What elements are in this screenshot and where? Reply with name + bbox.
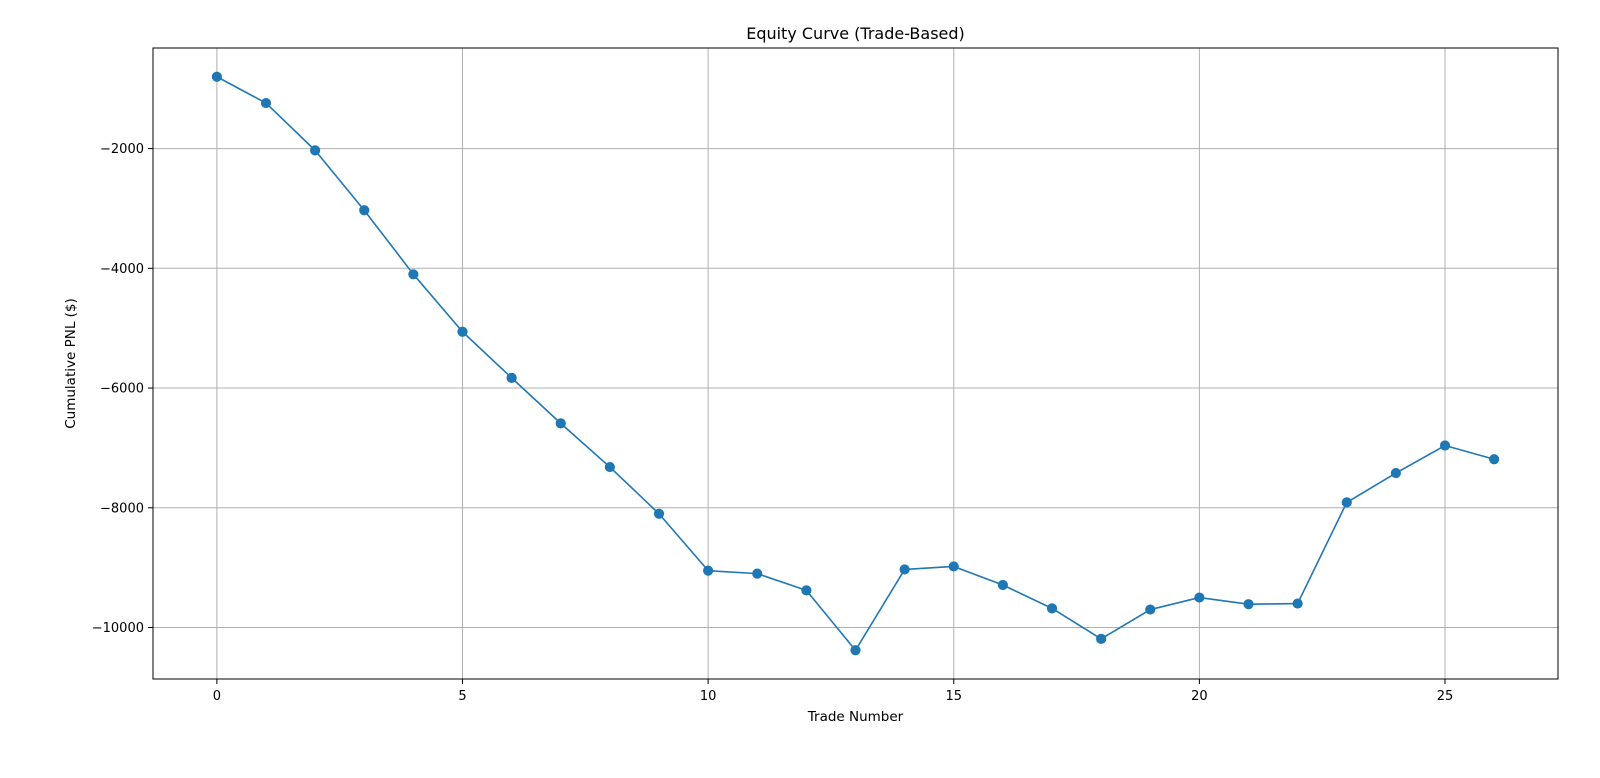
x-tick-label: 25 [1437, 689, 1454, 704]
data-point [1489, 454, 1500, 465]
grid [153, 48, 1558, 679]
x-tick-label: 5 [458, 689, 466, 704]
data-point [260, 97, 272, 109]
axis-ticks: 0 5 10 15 20 25 −10000 −8000 −6000 −4000 −2000 [92, 142, 1454, 704]
data-point [408, 269, 419, 280]
data-point [506, 372, 517, 383]
data-point [1096, 633, 1107, 644]
data-point [850, 645, 861, 656]
data-point [555, 418, 566, 429]
data-point [899, 564, 910, 575]
data-point [1390, 467, 1401, 479]
data-point [653, 508, 665, 519]
data-point [1439, 440, 1451, 451]
data-point [1243, 599, 1254, 610]
data-point [997, 579, 1008, 591]
y-tick-label: −2000 [100, 142, 144, 157]
data-point [752, 568, 763, 579]
data-point [604, 461, 615, 473]
y-tick-label: −6000 [100, 382, 144, 397]
data-point [211, 71, 222, 82]
x-tick-label: 0 [213, 689, 221, 704]
x-tick-label: 15 [945, 689, 962, 704]
y-tick-label: −10000 [92, 621, 144, 636]
data-point [359, 205, 370, 216]
y-tick-label: −8000 [100, 501, 144, 516]
data-point [1145, 604, 1156, 615]
x-axis-label: Trade Number [807, 709, 904, 725]
chart-title: Equity Curve (Trade-Based) [746, 24, 965, 43]
data-point [703, 565, 714, 576]
data-point [1194, 592, 1205, 603]
data-point [310, 145, 321, 156]
data-point [457, 326, 468, 337]
series-layer [211, 71, 1500, 656]
data-point [1341, 497, 1352, 508]
data-point [1046, 603, 1058, 614]
axes-frame [152, 47, 1559, 680]
data-point [1292, 598, 1303, 609]
y-tick-label: −4000 [100, 262, 144, 277]
x-tick-label: 20 [1191, 689, 1208, 704]
y-axis-label: Cumulative PNL ($) [63, 298, 79, 429]
data-point [948, 561, 959, 572]
data-point [801, 585, 812, 596]
x-tick-label: 10 [700, 689, 717, 704]
